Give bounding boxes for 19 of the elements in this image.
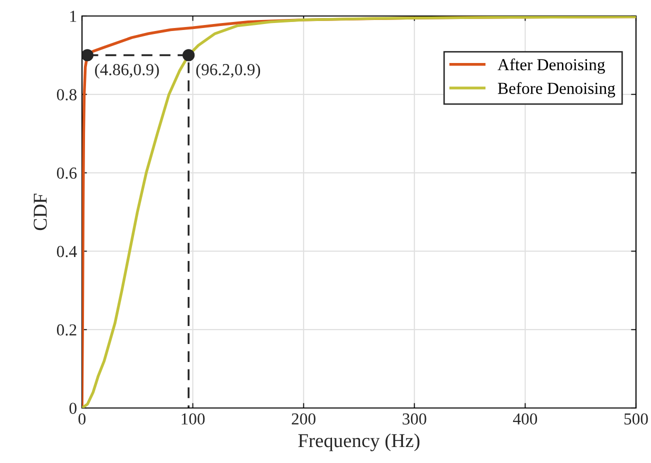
x-tick-label: 0 [78, 413, 86, 425]
y-tick-label: 0.8 [56, 89, 77, 100]
x-tick-label: 300 [402, 413, 426, 425]
x-tick-label: 100 [182, 413, 205, 425]
y-tick-label: 0.6 [56, 168, 77, 179]
y-tick-label: 1 [70, 10, 76, 22]
legend-label: Before Denoising [498, 82, 616, 98]
annotation: (4.86,0.9) [95, 64, 159, 79]
x-tick-label: 400 [513, 413, 538, 425]
y-tick-label: 0 [69, 402, 77, 414]
y-tick-label: 0.2 [56, 324, 76, 336]
line-series [82, 16, 636, 408]
annotation: (96.2,0.9) [196, 64, 260, 79]
x-tick-label: 500 [624, 413, 648, 425]
legend-label: After Denoising [498, 58, 605, 74]
x-axis-title: Frequency (Hz) [298, 434, 420, 452]
x-tick-label: 200 [292, 413, 316, 425]
y-axis-title: CDF [34, 194, 47, 230]
y-tick-label: 0.4 [56, 246, 77, 258]
